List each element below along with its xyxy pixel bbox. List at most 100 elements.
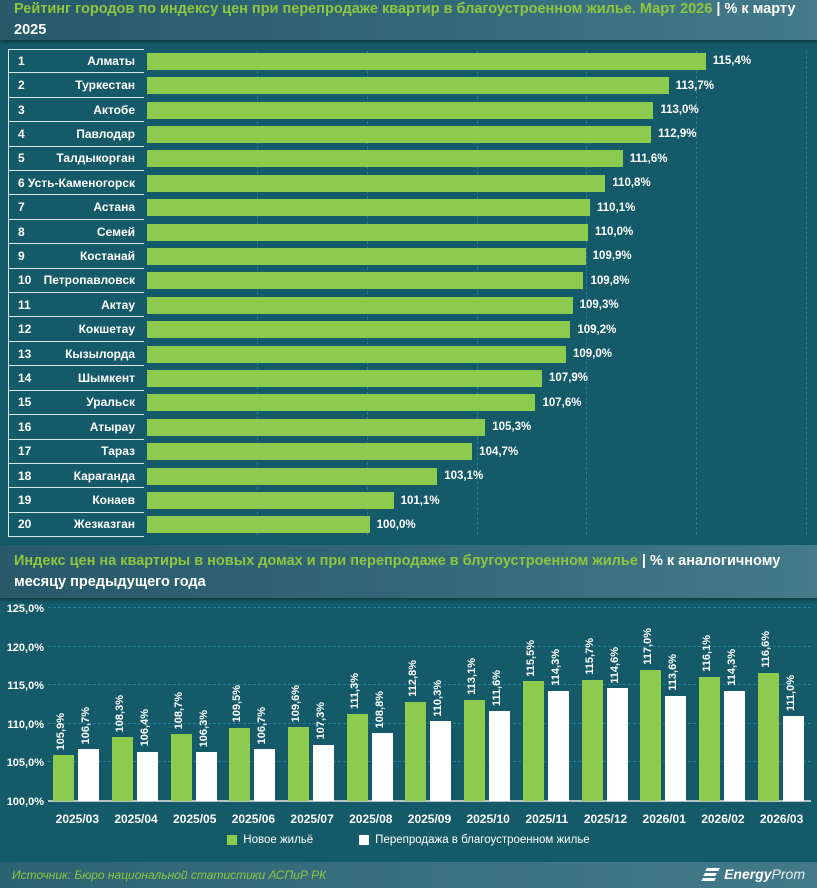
rank-number: 1 — [18, 54, 25, 69]
bar-cell: 113,0% — [144, 98, 817, 122]
row-label-cell: 5 Талдыкорган — [8, 146, 144, 172]
city-name: Костанай — [79, 248, 135, 263]
bar-value-label: 100,0% — [376, 518, 416, 531]
bar-value-label: 106,3% — [197, 710, 210, 748]
gridline — [48, 684, 811, 686]
row-label-cell: 8 Семей — [8, 219, 144, 245]
x-axis-tick-label: 2025/03 — [55, 812, 100, 826]
rank-number: 18 — [18, 468, 32, 483]
rank-number: 3 — [18, 102, 25, 117]
bar-value-label: 114,3% — [725, 648, 738, 686]
rank-number: 20 — [18, 517, 32, 532]
city-name: Усть-Каменогорск — [27, 175, 135, 190]
row-label-cell: 2 Туркестан — [8, 73, 144, 98]
bar-value-label: 108,7% — [172, 691, 185, 729]
x-axis-tick-label: 2026/03 — [759, 812, 804, 826]
bar-value-label: 113,7% — [675, 79, 714, 92]
resale-bar — [723, 690, 745, 801]
city-bar — [147, 516, 370, 534]
ranking-row: 17 Тараз 104,7% — [0, 439, 817, 464]
rank-number: 7 — [18, 200, 25, 215]
bar-value-label: 116,6% — [759, 631, 772, 668]
y-axis-tick-label: 110,0% — [7, 718, 44, 731]
resale-bar — [547, 690, 569, 801]
bar-cell: 110,8% — [144, 171, 817, 195]
city-name: Конаев — [92, 493, 135, 508]
month-group: 109,6% 107,3% 2025/07 — [283, 608, 342, 826]
rank-number: 17 — [18, 444, 32, 459]
ranking-row: 1 Алматы 115,4% — [0, 49, 817, 74]
rank-number: 19 — [18, 493, 32, 508]
bar-value-label: 106,7% — [80, 706, 93, 745]
bar-value-label: 115,5% — [524, 639, 537, 677]
row-label-cell: 12 Кокшетау — [8, 317, 144, 342]
bar-cell: 110,1% — [144, 195, 817, 219]
month-group: 105,9% 106,7% 2025/03 — [48, 608, 107, 826]
new-housing-bar — [522, 681, 544, 801]
bar-value-label: 111,0% — [784, 675, 797, 712]
row-label-cell: 1 Алматы — [8, 49, 144, 74]
bar-cell: 113,7% — [144, 73, 817, 97]
new-housing-bar — [288, 726, 310, 801]
month-group: 108,3% 106,4% 2025/04 — [107, 608, 166, 826]
chart2-title-text: Индекс цен на квартиры в новых домах и п… — [14, 552, 638, 569]
ranking-row: 13 Кызылорда 109,0% — [0, 341, 817, 367]
bar-value-label: 114,6% — [608, 646, 621, 684]
bar-cell: 103,1% — [144, 464, 817, 488]
bar-value-label: 109,0% — [573, 348, 613, 361]
rank-number: 16 — [18, 419, 32, 434]
rank-number: 5 — [18, 151, 25, 166]
month-group: 117,0% 113,6% 2026/01 — [635, 608, 694, 826]
rank-number: 12 — [18, 322, 32, 337]
month-group: 116,6% 111,0% 2026/03 — [752, 608, 811, 826]
row-label-cell: 19 Конаев — [8, 488, 144, 513]
bar-value-label: 106,7% — [256, 706, 269, 745]
city-bar — [147, 150, 623, 168]
ranking-row: 7 Астана 110,1% — [0, 195, 817, 220]
ranking-row: 3 Актобе 113,0% — [0, 97, 817, 123]
bar-value-label: 103,1% — [444, 470, 484, 483]
chart1-header: Рейтинг городов по индексу цен при переп… — [0, 0, 817, 40]
city-bar — [147, 369, 543, 387]
row-label-cell: 11 Актау — [8, 293, 144, 318]
chart2-legend: Новое жильё Перепродажа в благоустроенном… — [0, 834, 817, 846]
rank-number: 9 — [18, 248, 25, 263]
city-name: Караганда — [73, 468, 135, 483]
bar-value-label: 110,1% — [597, 201, 636, 214]
x-axis-tick-label: 2025/11 — [525, 812, 569, 826]
bar-value-label: 113,0% — [660, 104, 699, 117]
resale-bar — [78, 749, 100, 801]
city-ranking-rows: 1 Алматы 115,4% 2 Туркестан 113,7% 3 Актобе 113,… — [0, 49, 817, 538]
legend-item: Новое жильё — [227, 834, 313, 846]
city-bar — [147, 418, 486, 436]
resale-bar — [782, 716, 804, 801]
city-name: Тараз — [101, 444, 135, 459]
row-label-cell: 3 Актобе — [8, 97, 144, 123]
ranking-row: 18 Караганда 103,1% — [0, 463, 817, 489]
gridline — [48, 722, 811, 724]
row-label-cell: 20 Жезказган — [8, 512, 144, 538]
month-group: 112,8% 110,3% 2025/09 — [400, 608, 459, 826]
chart1-subtitle-text: % к марту 2025 — [14, 1, 796, 38]
city-bar — [147, 296, 573, 314]
ranking-row: 19 Конаев 101,1% — [0, 488, 817, 513]
city-name: Семей — [96, 224, 135, 239]
footer: Источник: Бюро национальной статистики А… — [0, 862, 817, 888]
rank-number: 4 — [18, 126, 25, 141]
resale-bar — [371, 733, 393, 801]
logo-text-light: Prom — [771, 866, 805, 882]
title-pipe: | — [641, 552, 646, 569]
city-name: Уральск — [86, 395, 135, 410]
bar-value-label: 109,6% — [290, 684, 303, 722]
row-label-cell: 10 Петропавловск — [8, 268, 144, 294]
bar-value-label: 111,6% — [491, 670, 504, 707]
ranking-row: 4 Павлодар 112,9% — [0, 122, 817, 147]
row-label-cell: 18 Караганда — [8, 463, 144, 489]
ranking-row: 11 Актау 109,3% — [0, 293, 817, 318]
ranking-row: 5 Талдыкорган 111,6% — [0, 146, 817, 172]
new-housing-bar — [757, 672, 779, 801]
gridline — [48, 645, 811, 647]
rank-number: 15 — [18, 395, 32, 410]
gridline — [806, 51, 808, 535]
